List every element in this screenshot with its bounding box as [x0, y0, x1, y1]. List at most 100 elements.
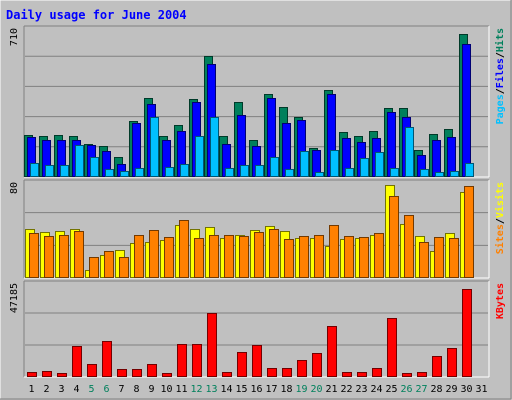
day-label: 5	[88, 384, 94, 395]
chart-title: Daily usage for June 2004	[6, 8, 187, 22]
panel-visits-sites: 80 Sites/Visits	[9, 179, 506, 279]
bar-pages-day-19	[300, 151, 309, 177]
legend-entry: Files	[494, 58, 506, 88]
day-label: 16	[250, 384, 262, 395]
bar-pages-day-3	[60, 165, 69, 177]
legend-entry: Pages	[495, 94, 506, 124]
legend-entry: /	[495, 88, 506, 94]
bar-kbytes-day-10	[162, 373, 172, 377]
day-label: 26	[400, 384, 412, 395]
day-label: 29	[445, 384, 457, 395]
bar-sites-day-1	[29, 233, 39, 278]
day-label: 30	[460, 384, 472, 395]
bar-kbytes-day-27	[417, 372, 427, 377]
bar-kbytes-day-3	[57, 373, 67, 377]
bar-sites-day-14	[224, 235, 234, 278]
bar-pages-day-12	[195, 136, 204, 177]
bar-sites-day-6	[104, 251, 114, 278]
day-label: 22	[340, 384, 352, 395]
day-labels: 1 2 3 4 5 6 7 8 9 10 11 12 13 14 15 16 17 18 19 20 21 22 23 24 2…	[28, 384, 487, 395]
bar-kbytes-day-24	[372, 368, 382, 377]
bar-sites-day-19	[299, 236, 309, 278]
bar-pages-day-1	[30, 163, 39, 177]
day-label: 20	[310, 384, 322, 395]
bar-kbytes-day-20	[312, 353, 322, 377]
bar-kbytes-day-21	[327, 326, 337, 377]
bar-pages-day-16	[255, 165, 264, 177]
bar-kbytes-day-8	[132, 369, 142, 377]
day-label: 9	[148, 384, 154, 395]
bar-sites-day-30	[464, 186, 474, 278]
day-label: 23	[355, 384, 367, 395]
bar-kbytes-day-22	[342, 372, 352, 377]
bar-kbytes-day-16	[252, 345, 262, 377]
day-label: 17	[265, 384, 277, 395]
bar-sites-day-22	[344, 236, 354, 278]
bar-sites-day-4	[74, 231, 84, 278]
bar-pages-day-22	[345, 168, 354, 177]
bar-kbytes-day-26	[402, 373, 412, 377]
bar-sites-day-7	[119, 257, 129, 278]
legend-entry: /	[495, 218, 506, 224]
bar-files-day-18	[282, 123, 291, 177]
bar-pages-day-28	[435, 172, 444, 177]
bar-kbytes-day-2	[42, 371, 52, 377]
bar-pages-day-10	[165, 167, 174, 177]
bar-pages-day-4	[75, 145, 84, 177]
panel-max-label: 710	[9, 28, 20, 46]
bar-kbytes-day-19	[297, 360, 307, 377]
bar-kbytes-day-17	[267, 368, 277, 377]
day-label: 10	[160, 384, 172, 395]
bar-sites-day-13	[209, 235, 219, 278]
panel-legend: Pages/Files/Hits	[494, 28, 506, 124]
legend-entry: Visits	[494, 182, 506, 218]
day-label: 14	[220, 384, 232, 395]
bar-sites-day-2	[44, 236, 54, 278]
bar-sites-day-12	[194, 238, 204, 278]
day-label: 12	[190, 384, 202, 395]
bar-sites-day-18	[284, 239, 294, 278]
day-label: 18	[280, 384, 292, 395]
bar-pages-day-18	[285, 169, 294, 177]
bar-files-day-25	[387, 112, 396, 177]
bar-sites-day-11	[179, 220, 189, 278]
bar-pages-day-20	[315, 172, 324, 177]
bar-pages-day-30	[465, 163, 474, 177]
bar-sites-day-16	[254, 232, 264, 278]
bar-sites-day-28	[434, 237, 444, 278]
day-label: 27	[415, 384, 427, 395]
day-label: 8	[133, 384, 139, 395]
bar-kbytes-day-23	[357, 372, 367, 377]
bar-kbytes-day-14	[222, 372, 232, 377]
bar-sites-day-17	[269, 229, 279, 278]
legend-entry: Hits	[494, 28, 506, 52]
panel-legend: KBytes	[495, 283, 506, 319]
bar-pages-day-13	[210, 117, 219, 177]
day-label: 13	[205, 384, 217, 395]
bar-pages-day-15	[240, 165, 249, 177]
bar-sites-day-9	[149, 230, 159, 278]
bar-kbytes-day-29	[447, 348, 457, 377]
bar-pages-day-29	[450, 171, 459, 177]
bar-pages-day-9	[150, 117, 159, 177]
panel-max-label: 80	[9, 182, 20, 194]
panel-legend: Sites/Visits	[494, 182, 506, 254]
bar-sites-day-29	[449, 238, 459, 278]
bar-pages-day-25	[390, 168, 399, 177]
day-label: 4	[73, 384, 79, 395]
bar-sites-day-25	[389, 196, 399, 278]
bar-kbytes-day-30	[462, 289, 472, 377]
bar-pages-day-6	[105, 169, 114, 177]
bar-sites-day-10	[164, 237, 174, 278]
bar-kbytes-day-18	[282, 368, 292, 377]
bar-sites-day-23	[359, 237, 369, 278]
bar-kbytes-day-5	[87, 364, 97, 377]
bar-sites-day-5	[89, 257, 99, 278]
bar-sites-day-3	[59, 235, 69, 278]
bar-kbytes-day-13	[207, 313, 217, 377]
bar-sites-day-20	[314, 235, 324, 278]
bar-pages-day-17	[270, 157, 279, 177]
day-label: 15	[235, 384, 247, 395]
